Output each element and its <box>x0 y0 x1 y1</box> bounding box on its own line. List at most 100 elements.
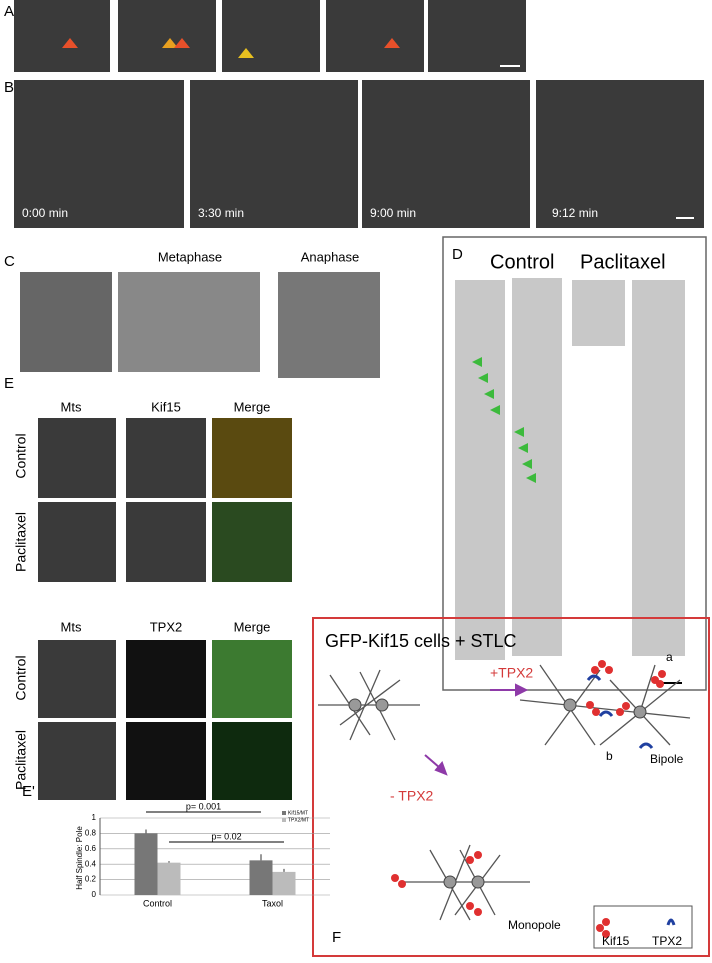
panel-label: D <box>452 246 463 263</box>
column-header: Mts <box>61 399 82 414</box>
kymograph <box>118 272 260 372</box>
image <box>126 418 206 498</box>
image <box>126 640 206 718</box>
timestamp: 0:00 min <box>22 206 68 220</box>
kymograph <box>632 280 685 656</box>
panel-label: E <box>4 375 14 392</box>
condition-label: - TPX2 <box>390 788 434 804</box>
bar <box>272 871 296 895</box>
panel-frame <box>312 617 710 957</box>
timestamp: 3:30 min <box>198 206 244 220</box>
image <box>38 502 116 582</box>
panel-label: B <box>4 79 14 96</box>
pole <box>443 875 457 889</box>
pole <box>471 875 485 889</box>
bar <box>249 860 273 895</box>
image <box>222 0 320 72</box>
panel-label: F <box>332 929 341 946</box>
row-header: Control <box>13 655 29 700</box>
pole-group <box>348 698 647 889</box>
annotation: b <box>606 749 613 763</box>
kymograph <box>20 272 112 372</box>
image <box>126 502 206 582</box>
annotation: a <box>666 650 673 664</box>
kymograph <box>572 280 625 346</box>
arrow-group <box>472 357 536 483</box>
pole <box>563 698 577 712</box>
panel-frame <box>442 236 707 691</box>
image <box>38 418 116 498</box>
image-row <box>14 0 526 72</box>
structure-label: Monopole <box>508 918 561 932</box>
arrow-group <box>424 683 529 776</box>
row-header: Paclitaxel <box>13 730 29 790</box>
spindle <box>318 664 691 921</box>
arrowhead <box>490 405 500 415</box>
arrowhead <box>478 373 488 383</box>
arrowhead <box>484 389 494 399</box>
diagram-title: GFP-Kif15 cells + STLC <box>325 631 517 651</box>
y-tick-label: 1 <box>92 813 97 822</box>
legend-swatch <box>282 818 286 822</box>
pole <box>348 698 362 712</box>
arrowhead <box>522 459 532 469</box>
arrowhead <box>62 38 78 48</box>
image <box>428 0 526 72</box>
image <box>536 80 704 228</box>
image <box>326 0 424 72</box>
row-header: Paclitaxel <box>13 512 29 572</box>
kymograph <box>278 272 380 378</box>
caption: Control <box>490 251 554 273</box>
pole <box>375 698 389 712</box>
image <box>212 502 292 582</box>
image <box>362 80 530 228</box>
image <box>38 640 116 718</box>
panel-label: E' <box>22 783 35 800</box>
caption: Metaphase <box>158 249 222 264</box>
column-header: TPX2 <box>150 619 183 634</box>
kymograph <box>512 278 562 656</box>
timestamp: 9:12 min <box>552 206 598 220</box>
image <box>190 80 358 228</box>
legend-label: Kif15/MT <box>288 810 308 816</box>
column-header: Merge <box>234 399 271 414</box>
row-header: Control <box>13 433 29 478</box>
annotation: p= 0.02 <box>211 831 241 841</box>
arrowhead <box>162 38 178 48</box>
image <box>14 0 110 72</box>
arrowhead <box>174 38 190 48</box>
x-tick-label: Control <box>143 898 172 908</box>
tpx2-group <box>586 674 676 926</box>
arrowhead <box>472 357 482 367</box>
bar <box>157 862 181 895</box>
x-tick-label: Taxol <box>262 898 283 908</box>
image <box>212 722 292 800</box>
arrowhead <box>514 427 524 437</box>
arrowhead <box>518 443 528 453</box>
y-tick-label: 0.8 <box>85 829 97 838</box>
kymograph <box>455 280 505 660</box>
image <box>212 640 292 718</box>
legend-label: TPX2/MT <box>288 817 309 823</box>
image <box>126 722 206 800</box>
image <box>118 0 216 72</box>
legend-box <box>593 905 693 949</box>
kif15-group <box>391 660 666 938</box>
image <box>38 722 116 800</box>
arrowhead <box>238 48 254 58</box>
image <box>212 418 292 498</box>
timestamp: 9:00 min <box>370 206 416 220</box>
arrowhead <box>526 473 536 483</box>
y-tick-label: 0.2 <box>85 875 97 884</box>
legend-label: TPX2 <box>652 934 682 948</box>
y-tick-label: 0.4 <box>85 859 97 868</box>
column-header: Mts <box>61 619 82 634</box>
pole <box>633 705 647 719</box>
column-header: Merge <box>234 619 271 634</box>
y-tick-label: 0 <box>92 890 97 899</box>
image <box>14 80 184 228</box>
legend-label: Kif15 <box>602 934 630 948</box>
bar <box>134 833 158 895</box>
y-axis-label: Half Spindle: Pole <box>75 826 84 890</box>
